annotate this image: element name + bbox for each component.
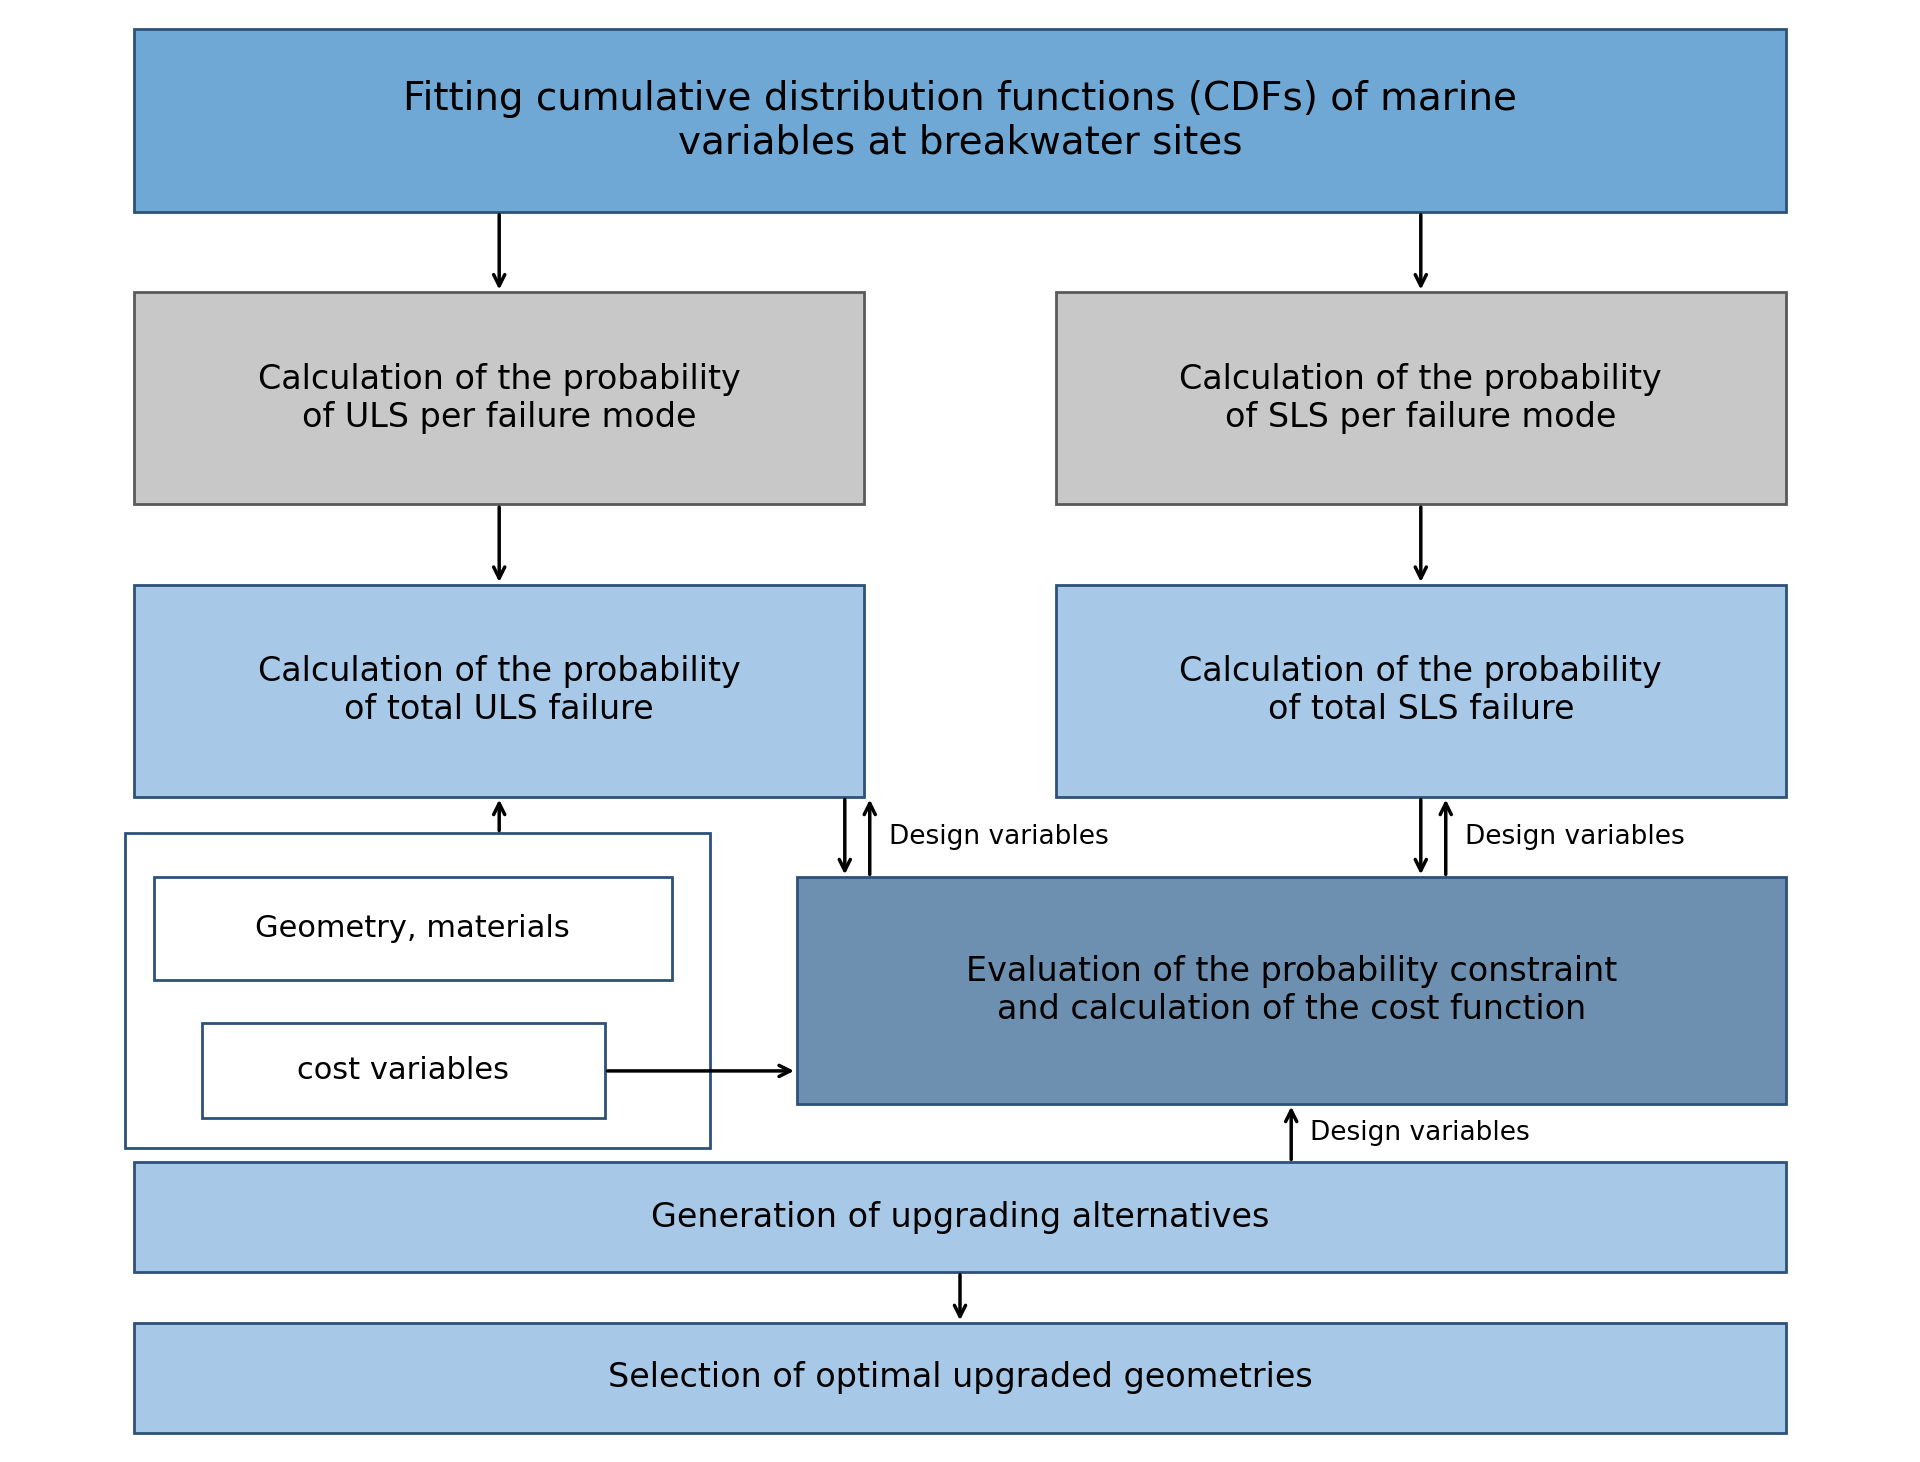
- Text: Geometry, materials: Geometry, materials: [255, 914, 570, 943]
- FancyBboxPatch shape: [134, 292, 864, 504]
- Text: cost variables: cost variables: [298, 1057, 509, 1085]
- Text: Selection of optimal upgraded geometries: Selection of optimal upgraded geometries: [607, 1361, 1313, 1395]
- FancyBboxPatch shape: [797, 877, 1786, 1104]
- FancyBboxPatch shape: [134, 585, 864, 797]
- Text: Generation of upgrading alternatives: Generation of upgrading alternatives: [651, 1200, 1269, 1234]
- Text: Calculation of the probability
of total SLS failure: Calculation of the probability of total …: [1179, 655, 1663, 727]
- FancyBboxPatch shape: [1056, 292, 1786, 504]
- Text: Design variables: Design variables: [889, 825, 1108, 849]
- Text: Calculation of the probability
of SLS per failure mode: Calculation of the probability of SLS pe…: [1179, 363, 1663, 434]
- FancyBboxPatch shape: [134, 1323, 1786, 1433]
- FancyBboxPatch shape: [134, 29, 1786, 212]
- FancyBboxPatch shape: [1056, 585, 1786, 797]
- Text: Calculation of the probability
of total ULS failure: Calculation of the probability of total …: [257, 655, 741, 727]
- FancyBboxPatch shape: [202, 1023, 605, 1118]
- FancyBboxPatch shape: [134, 1162, 1786, 1272]
- Text: Calculation of the probability
of ULS per failure mode: Calculation of the probability of ULS pe…: [257, 363, 741, 434]
- Text: Design variables: Design variables: [1465, 825, 1684, 849]
- Text: Fitting cumulative distribution functions (CDFs) of marine
variables at breakwat: Fitting cumulative distribution function…: [403, 79, 1517, 162]
- Text: Design variables: Design variables: [1309, 1120, 1530, 1146]
- FancyBboxPatch shape: [154, 877, 672, 980]
- Text: Evaluation of the probability constraint
and calculation of the cost function: Evaluation of the probability constraint…: [966, 955, 1617, 1026]
